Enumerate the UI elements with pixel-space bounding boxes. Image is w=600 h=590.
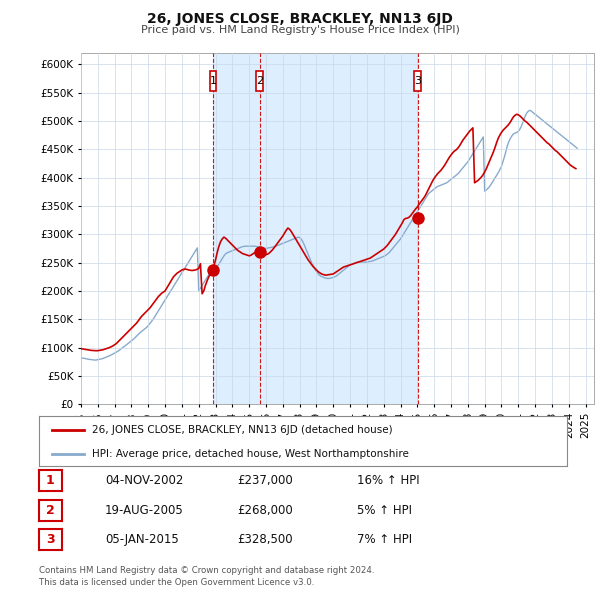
Text: 5% ↑ HPI: 5% ↑ HPI	[357, 504, 412, 517]
Text: Price paid vs. HM Land Registry's House Price Index (HPI): Price paid vs. HM Land Registry's House …	[140, 25, 460, 35]
Text: 26, JONES CLOSE, BRACKLEY, NN13 6JD: 26, JONES CLOSE, BRACKLEY, NN13 6JD	[147, 12, 453, 26]
Text: £268,000: £268,000	[237, 504, 293, 517]
Text: 26, JONES CLOSE, BRACKLEY, NN13 6JD (detached house): 26, JONES CLOSE, BRACKLEY, NN13 6JD (det…	[92, 425, 392, 435]
Bar	[213, 53, 260, 404]
Bar	[415, 71, 421, 91]
Text: 1: 1	[209, 76, 217, 86]
Text: 3: 3	[46, 533, 55, 546]
Text: £237,000: £237,000	[237, 474, 293, 487]
Bar	[256, 71, 263, 91]
Text: 16% ↑ HPI: 16% ↑ HPI	[357, 474, 419, 487]
Text: 04-NOV-2002: 04-NOV-2002	[105, 474, 184, 487]
Text: 1: 1	[46, 474, 55, 487]
Text: 2: 2	[46, 504, 55, 517]
Text: 7% ↑ HPI: 7% ↑ HPI	[357, 533, 412, 546]
Text: 2: 2	[256, 76, 263, 86]
Bar	[209, 71, 216, 91]
Text: 19-AUG-2005: 19-AUG-2005	[105, 504, 184, 517]
Text: Contains HM Land Registry data © Crown copyright and database right 2024.
This d: Contains HM Land Registry data © Crown c…	[39, 566, 374, 587]
Text: £328,500: £328,500	[237, 533, 293, 546]
Bar	[260, 53, 418, 404]
Text: 3: 3	[414, 76, 421, 86]
Text: HPI: Average price, detached house, West Northamptonshire: HPI: Average price, detached house, West…	[92, 448, 409, 458]
Text: 05-JAN-2015: 05-JAN-2015	[105, 533, 179, 546]
